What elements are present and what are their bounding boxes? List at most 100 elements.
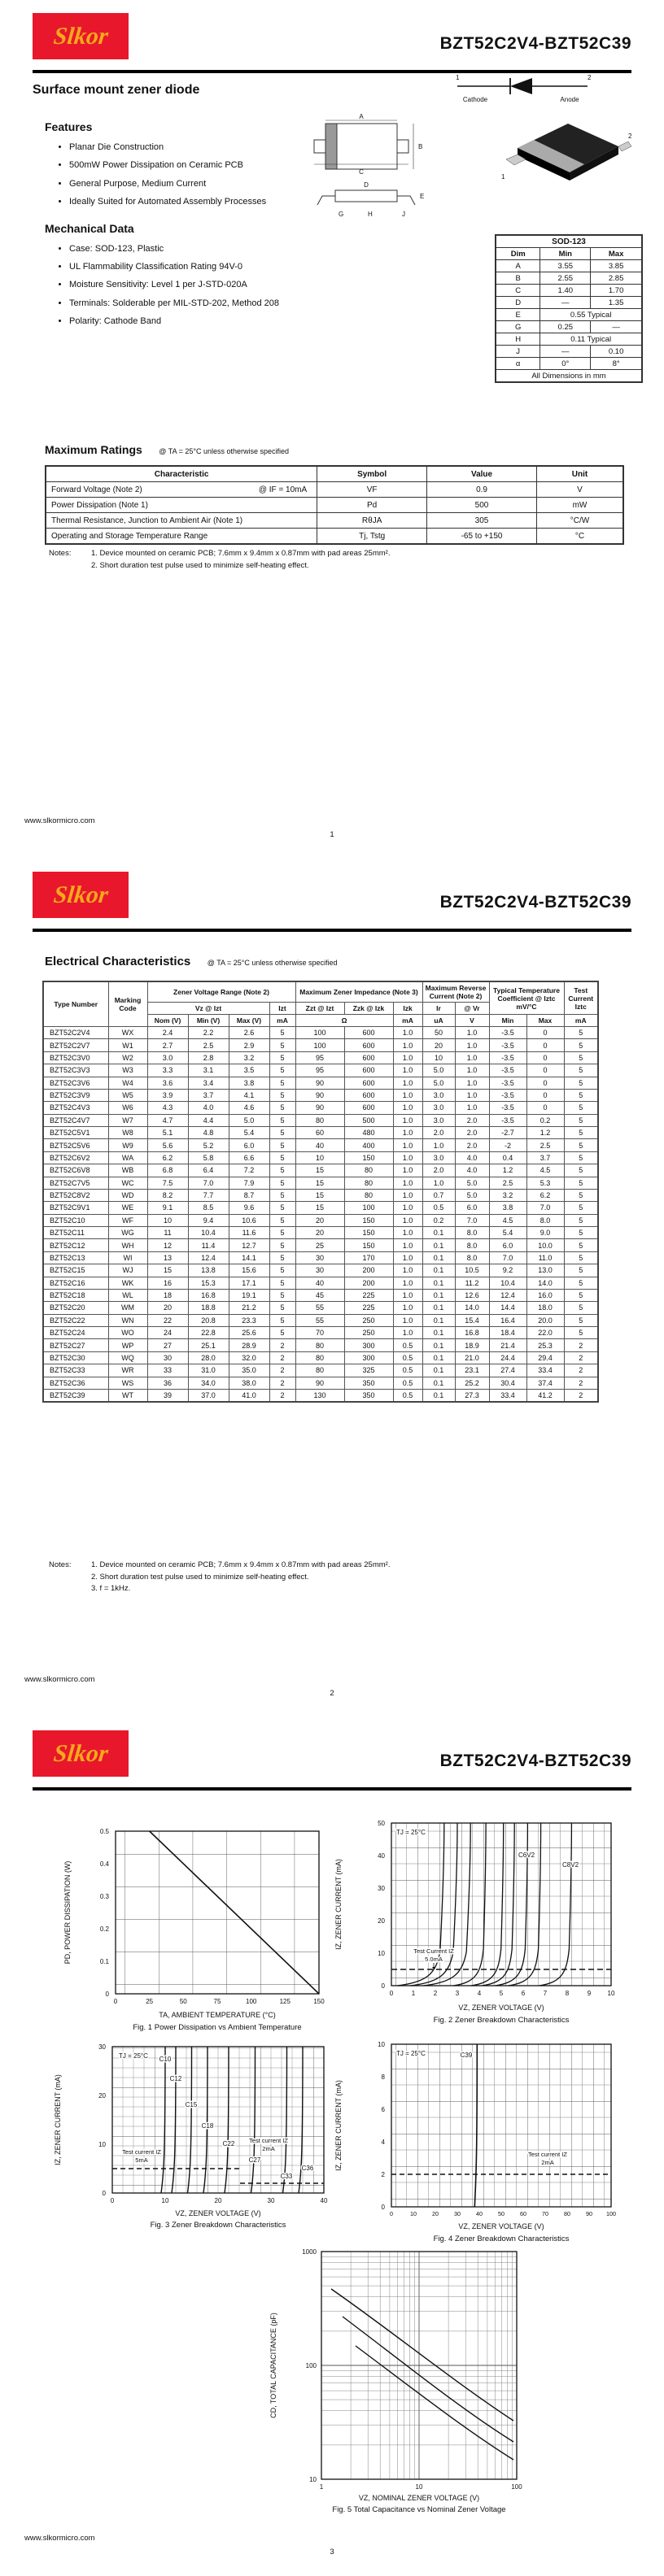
table-row: BZT52C6V2 WA 6.2 5.8 6.6 5 10 150 1.0 3.… <box>42 1151 599 1165</box>
izt: 5 <box>269 1313 296 1328</box>
unit-header: Max <box>526 1014 565 1027</box>
marking-code: W9 <box>107 1138 148 1152</box>
tc-min: 5.4 <box>488 1225 527 1240</box>
izt: 5 <box>269 1301 296 1315</box>
svg-text:0.3: 0.3 <box>100 1893 110 1900</box>
notes: Notes: 1. Device mounted on ceramic PCB;… <box>49 1560 553 1595</box>
dim-letter-d: D <box>364 181 369 189</box>
table-row: G 0.25— <box>495 320 643 333</box>
vr: 25.2 <box>454 1376 490 1390</box>
website-link[interactable]: www.slkormicro.com <box>24 2534 95 2543</box>
svg-text:150: 150 <box>313 1998 325 2005</box>
tc-min: 33.4 <box>488 1388 527 1403</box>
header-rule <box>33 1787 631 1791</box>
header-rule <box>33 929 631 932</box>
page-subtitle: Surface mount zener diode <box>33 83 200 97</box>
zzt: 15 <box>295 1164 345 1177</box>
ir: 20 <box>422 1038 456 1052</box>
vr: 1.0 <box>454 1051 490 1065</box>
izk: 1.0 <box>392 1264 423 1277</box>
izk: 1.0 <box>392 1138 423 1152</box>
iztc: 2 <box>563 1364 599 1377</box>
ir: 2.0 <box>422 1164 456 1177</box>
tc-min: -3.5 <box>488 1101 527 1115</box>
vz-min: 34.0 <box>187 1376 229 1390</box>
izt: 5 <box>269 1113 296 1128</box>
table-row: E 0.55 Typical <box>495 308 643 321</box>
tc-max: 9.0 <box>526 1225 565 1240</box>
curve-label: C6V2 <box>518 1852 535 1859</box>
izk: 1.0 <box>392 1188 423 1203</box>
table-row: BZT52C3V0 W2 3.0 2.8 3.2 5 95 600 1.0 10… <box>42 1051 599 1065</box>
tc-max: 41.2 <box>526 1388 565 1403</box>
svg-text:4: 4 <box>382 2139 386 2146</box>
izt: 2 <box>269 1364 296 1377</box>
marking-code: WS <box>107 1376 148 1390</box>
izt: 2 <box>269 1376 296 1390</box>
vz-nom: 5.6 <box>146 1138 189 1152</box>
website-link[interactable]: www.slkormicro.com <box>24 816 95 825</box>
unit-header: V <box>454 1014 490 1027</box>
ir: 1.0 <box>422 1176 456 1190</box>
vz-max: 3.8 <box>228 1076 270 1090</box>
table-row: C 1.40 1.70 <box>495 284 643 297</box>
svg-text:100: 100 <box>606 2210 616 2217</box>
vz-max: 8.7 <box>228 1188 270 1203</box>
header-rule <box>33 70 631 73</box>
svg-text:1: 1 <box>412 1990 416 1997</box>
value: 500 <box>426 497 537 513</box>
svg-text:8: 8 <box>566 1990 570 1997</box>
vz-min: 7.7 <box>187 1188 229 1203</box>
type-number: BZT52C5V6 <box>42 1138 109 1152</box>
tc-max: 0 <box>526 1088 565 1103</box>
marking-code: W4 <box>107 1076 148 1090</box>
marking-code: WT <box>107 1388 148 1403</box>
tc-max: 0 <box>526 1076 565 1090</box>
svg-text:20: 20 <box>215 2197 222 2204</box>
vz-nom: 12 <box>146 1238 189 1252</box>
zzt: 55 <box>295 1313 345 1328</box>
tc-max: 0 <box>526 1025 565 1040</box>
marking-code: WN <box>107 1313 148 1328</box>
tc-max: 0 <box>526 1101 565 1115</box>
curve-label: C12 <box>170 2075 182 2082</box>
izt: 5 <box>269 1238 296 1252</box>
electrical-condition: @ TA = 25°C unless otherwise specified <box>207 959 338 967</box>
ir: 0.5 <box>422 1201 456 1215</box>
zzt: 95 <box>295 1064 345 1077</box>
izt: 5 <box>269 1138 296 1152</box>
maximum-ratings-section: Maximum Ratings @ TA = 25°C unless other… <box>45 443 624 545</box>
vr: 1.0 <box>454 1064 490 1077</box>
vz-max: 7.9 <box>228 1176 270 1190</box>
iztc: 5 <box>563 1301 599 1315</box>
tc-min: -2 <box>488 1138 527 1152</box>
y-axis-label: PD, POWER DISSIPATION (W) <box>63 1861 72 1965</box>
unit-header: mA <box>563 1014 599 1027</box>
mechanical-item: Terminals: Solderable per MIL-STD-202, M… <box>69 298 313 310</box>
website-link[interactable]: www.slkormicro.com <box>24 1675 95 1684</box>
type-number: BZT52C13 <box>42 1251 109 1265</box>
svg-text:0: 0 <box>103 2190 107 2197</box>
curve-label: C33 <box>281 2173 293 2180</box>
zzk: 600 <box>343 1051 394 1065</box>
page-number: 3 <box>330 2548 334 2556</box>
brand-logo-text: Slkor <box>51 22 110 50</box>
test-condition: @ IF = 10mA <box>258 485 308 494</box>
izk: 1.0 <box>392 1225 423 1240</box>
vz-max: 2.9 <box>228 1038 270 1052</box>
table-row: BZT52C11 WG 11 10.4 11.6 5 20 150 1.0 0.… <box>42 1225 599 1240</box>
iztc: 5 <box>563 1125 599 1140</box>
marking-code: WO <box>107 1325 148 1340</box>
package-3d-image: 1 2 <box>501 124 632 181</box>
type-number: BZT52C3V0 <box>42 1051 109 1065</box>
izk: 1.0 <box>392 1038 423 1052</box>
vz-min: 4.0 <box>187 1101 229 1115</box>
zzk: 600 <box>343 1088 394 1103</box>
zzk: 600 <box>343 1076 394 1090</box>
notes: Notes: 1. Device mounted on ceramic PCB;… <box>49 548 553 572</box>
brand-logo: Slkor <box>33 872 129 918</box>
zzk: 600 <box>343 1025 394 1040</box>
svg-text:10: 10 <box>378 1950 385 1957</box>
table-row: Power Dissipation (Note 1) Pd 500 mW <box>45 497 624 513</box>
unit: °C/W <box>535 512 624 529</box>
